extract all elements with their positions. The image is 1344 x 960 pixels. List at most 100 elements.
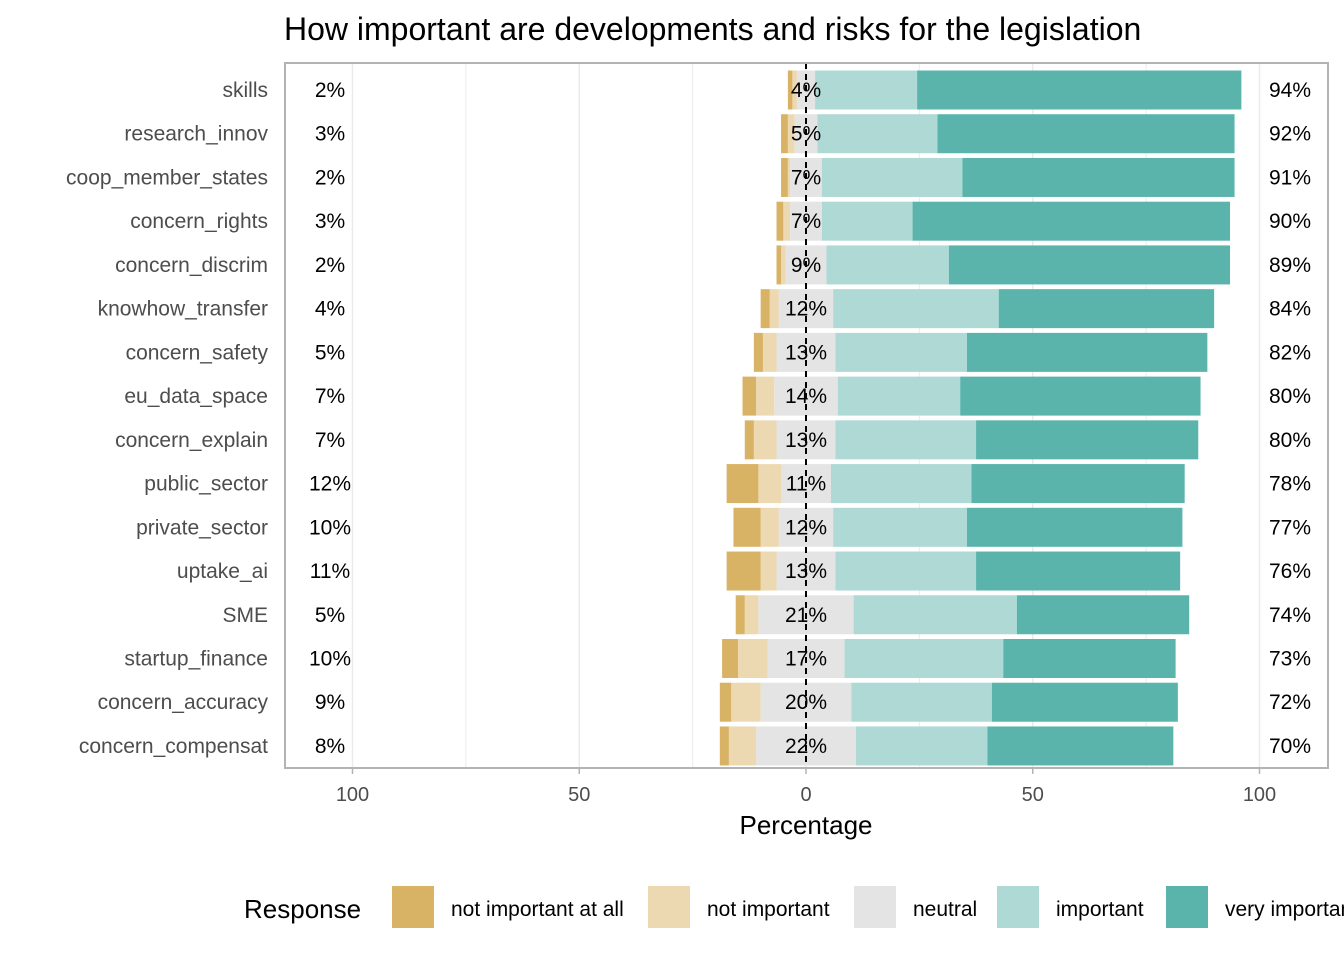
row-label: coop_member_states	[66, 166, 268, 189]
bar-private_sector-not-important	[760, 507, 779, 547]
bar-concern_accuracy-neutral	[760, 682, 806, 722]
center-percentage-label: 13%	[785, 560, 827, 583]
bar-concern_discrim-very-important	[948, 245, 1231, 285]
bar-concern_discrim-neutral	[806, 245, 827, 285]
bar-SME-not-important	[744, 595, 759, 635]
x-tick-label: 0	[800, 784, 811, 806]
center-percentage-label: 20%	[785, 691, 827, 714]
bar-SME-very-important	[1016, 595, 1190, 635]
legend-label: not important at all	[451, 898, 624, 921]
bar-skills-not-important	[792, 70, 797, 110]
legend: Response not important at all not importa…	[244, 886, 1344, 928]
bar-eu_data_space-neutral	[806, 376, 838, 416]
bar-SME-neutral	[758, 595, 806, 635]
bar-concern_compensat-neutral	[806, 726, 856, 766]
legend-label: very important	[1225, 898, 1344, 921]
bar-uptake_ai-neutral	[776, 551, 806, 591]
bar-concern_safety-very-important	[966, 332, 1208, 372]
bar-concern_accuracy-not-important-at-all	[719, 682, 732, 722]
bar-concern_compensat-very-important	[987, 726, 1174, 766]
bar-coop_member_states-not-important	[787, 157, 791, 197]
center-percentage-label: 12%	[785, 516, 827, 539]
x-tick-label: 100	[336, 784, 369, 806]
bar-uptake_ai-important	[835, 551, 977, 591]
left-percentage-label: 9%	[315, 691, 345, 714]
bar-public_sector-important	[830, 464, 972, 504]
row-label: SME	[222, 604, 268, 627]
left-percentage-label: 10%	[309, 647, 351, 670]
right-percentage-label: 91%	[1269, 166, 1311, 189]
bar-skills-not-important-at-all	[787, 70, 793, 110]
bar-public_sector-neutral	[781, 464, 806, 504]
right-percentage-label: 77%	[1269, 516, 1311, 539]
legend-label: not important	[707, 898, 830, 921]
bars	[719, 70, 1242, 766]
right-percentage-label: 72%	[1269, 691, 1311, 714]
bar-concern_accuracy-not-important	[731, 682, 761, 722]
bar-concern_explain-not-important	[753, 420, 777, 460]
row-label: skills	[223, 79, 269, 102]
bar-startup_finance-neutral	[767, 638, 806, 678]
bar-concern_rights-not-important-at-all	[776, 201, 784, 241]
bar-private_sector-not-important-at-all	[733, 507, 761, 547]
right-percentage-label: 76%	[1269, 560, 1311, 583]
left-percentage-label: 11%	[310, 560, 350, 583]
percentage-labels: 2% 4% 94% 3% 5% 92% 2% 7% 91% 3% 7% 90% 2% 9% 89% 4% 12%…	[309, 79, 1311, 758]
bar-concern_compensat-not-important	[728, 726, 757, 766]
row-label: knowhow_transfer	[98, 298, 268, 321]
bar-eu_data_space-not-important	[756, 376, 775, 416]
center-percentage-label: 14%	[785, 385, 827, 408]
bar-research_innov-not-important-at-all	[781, 114, 788, 154]
bar-coop_member_states-neutral	[806, 157, 822, 197]
row-label: eu_data_space	[124, 385, 268, 408]
bar-concern_safety-not-important-at-all	[753, 332, 763, 372]
bar-concern_explain-important	[835, 420, 977, 460]
bar-research_innov-very-important	[937, 114, 1235, 154]
bar-uptake_ai-not-important-at-all	[726, 551, 761, 591]
bar-uptake_ai-neutral	[806, 551, 836, 591]
left-percentage-label: 7%	[315, 429, 345, 452]
center-percentage-label: 7%	[791, 210, 821, 233]
bar-concern_explain-not-important-at-all	[744, 420, 754, 460]
bar-public_sector-not-important-at-all	[726, 464, 759, 504]
left-percentage-label: 2%	[315, 166, 345, 189]
bar-concern_discrim-neutral	[785, 245, 806, 285]
bar-skills-very-important	[917, 70, 1242, 110]
bar-research_innov-important	[817, 114, 938, 154]
bar-private_sector-important	[833, 507, 967, 547]
center-percentage-label: 4%	[791, 79, 821, 102]
row-label: public_sector	[144, 473, 268, 496]
x-axis-ticks: 100 50 0 50 100	[336, 768, 1276, 806]
bar-SME-not-important-at-all	[735, 595, 745, 635]
center-percentage-label: 13%	[785, 429, 827, 452]
left-percentage-label: 10%	[309, 516, 351, 539]
bar-knowhow_transfer-neutral	[806, 289, 834, 329]
bar-concern_discrim-not-important-at-all	[776, 245, 782, 285]
bar-knowhow_transfer-not-important	[769, 289, 779, 329]
row-label: concern_safety	[126, 341, 269, 364]
left-percentage-label: 2%	[315, 79, 345, 102]
bar-startup_finance-not-important	[737, 638, 768, 678]
bar-skills-important	[815, 70, 918, 110]
bar-concern_explain-neutral	[806, 420, 836, 460]
bar-concern_rights-neutral	[806, 201, 822, 241]
bar-knowhow_transfer-neutral	[778, 289, 806, 329]
right-percentage-label: 73%	[1269, 647, 1311, 670]
bar-concern_rights-important	[821, 201, 913, 241]
legend-label: important	[1056, 898, 1144, 921]
right-percentage-label: 74%	[1269, 604, 1311, 627]
center-percentage-label: 5%	[791, 123, 821, 146]
center-percentage-label: 22%	[785, 735, 827, 758]
center-percentage-label: 13%	[785, 341, 827, 364]
center-percentage-label: 7%	[791, 166, 821, 189]
legend-title: Response	[244, 894, 361, 924]
center-percentage-label: 17%	[785, 647, 827, 670]
x-tick-label: 50	[1022, 784, 1044, 806]
bar-concern_rights-very-important	[912, 201, 1231, 241]
bar-uptake_ai-very-important	[976, 551, 1181, 591]
bar-public_sector-not-important	[758, 464, 782, 504]
bar-private_sector-very-important	[966, 507, 1183, 547]
right-percentage-label: 70%	[1269, 735, 1311, 758]
bar-public_sector-neutral	[806, 464, 831, 504]
bar-coop_member_states-neutral	[790, 157, 806, 197]
